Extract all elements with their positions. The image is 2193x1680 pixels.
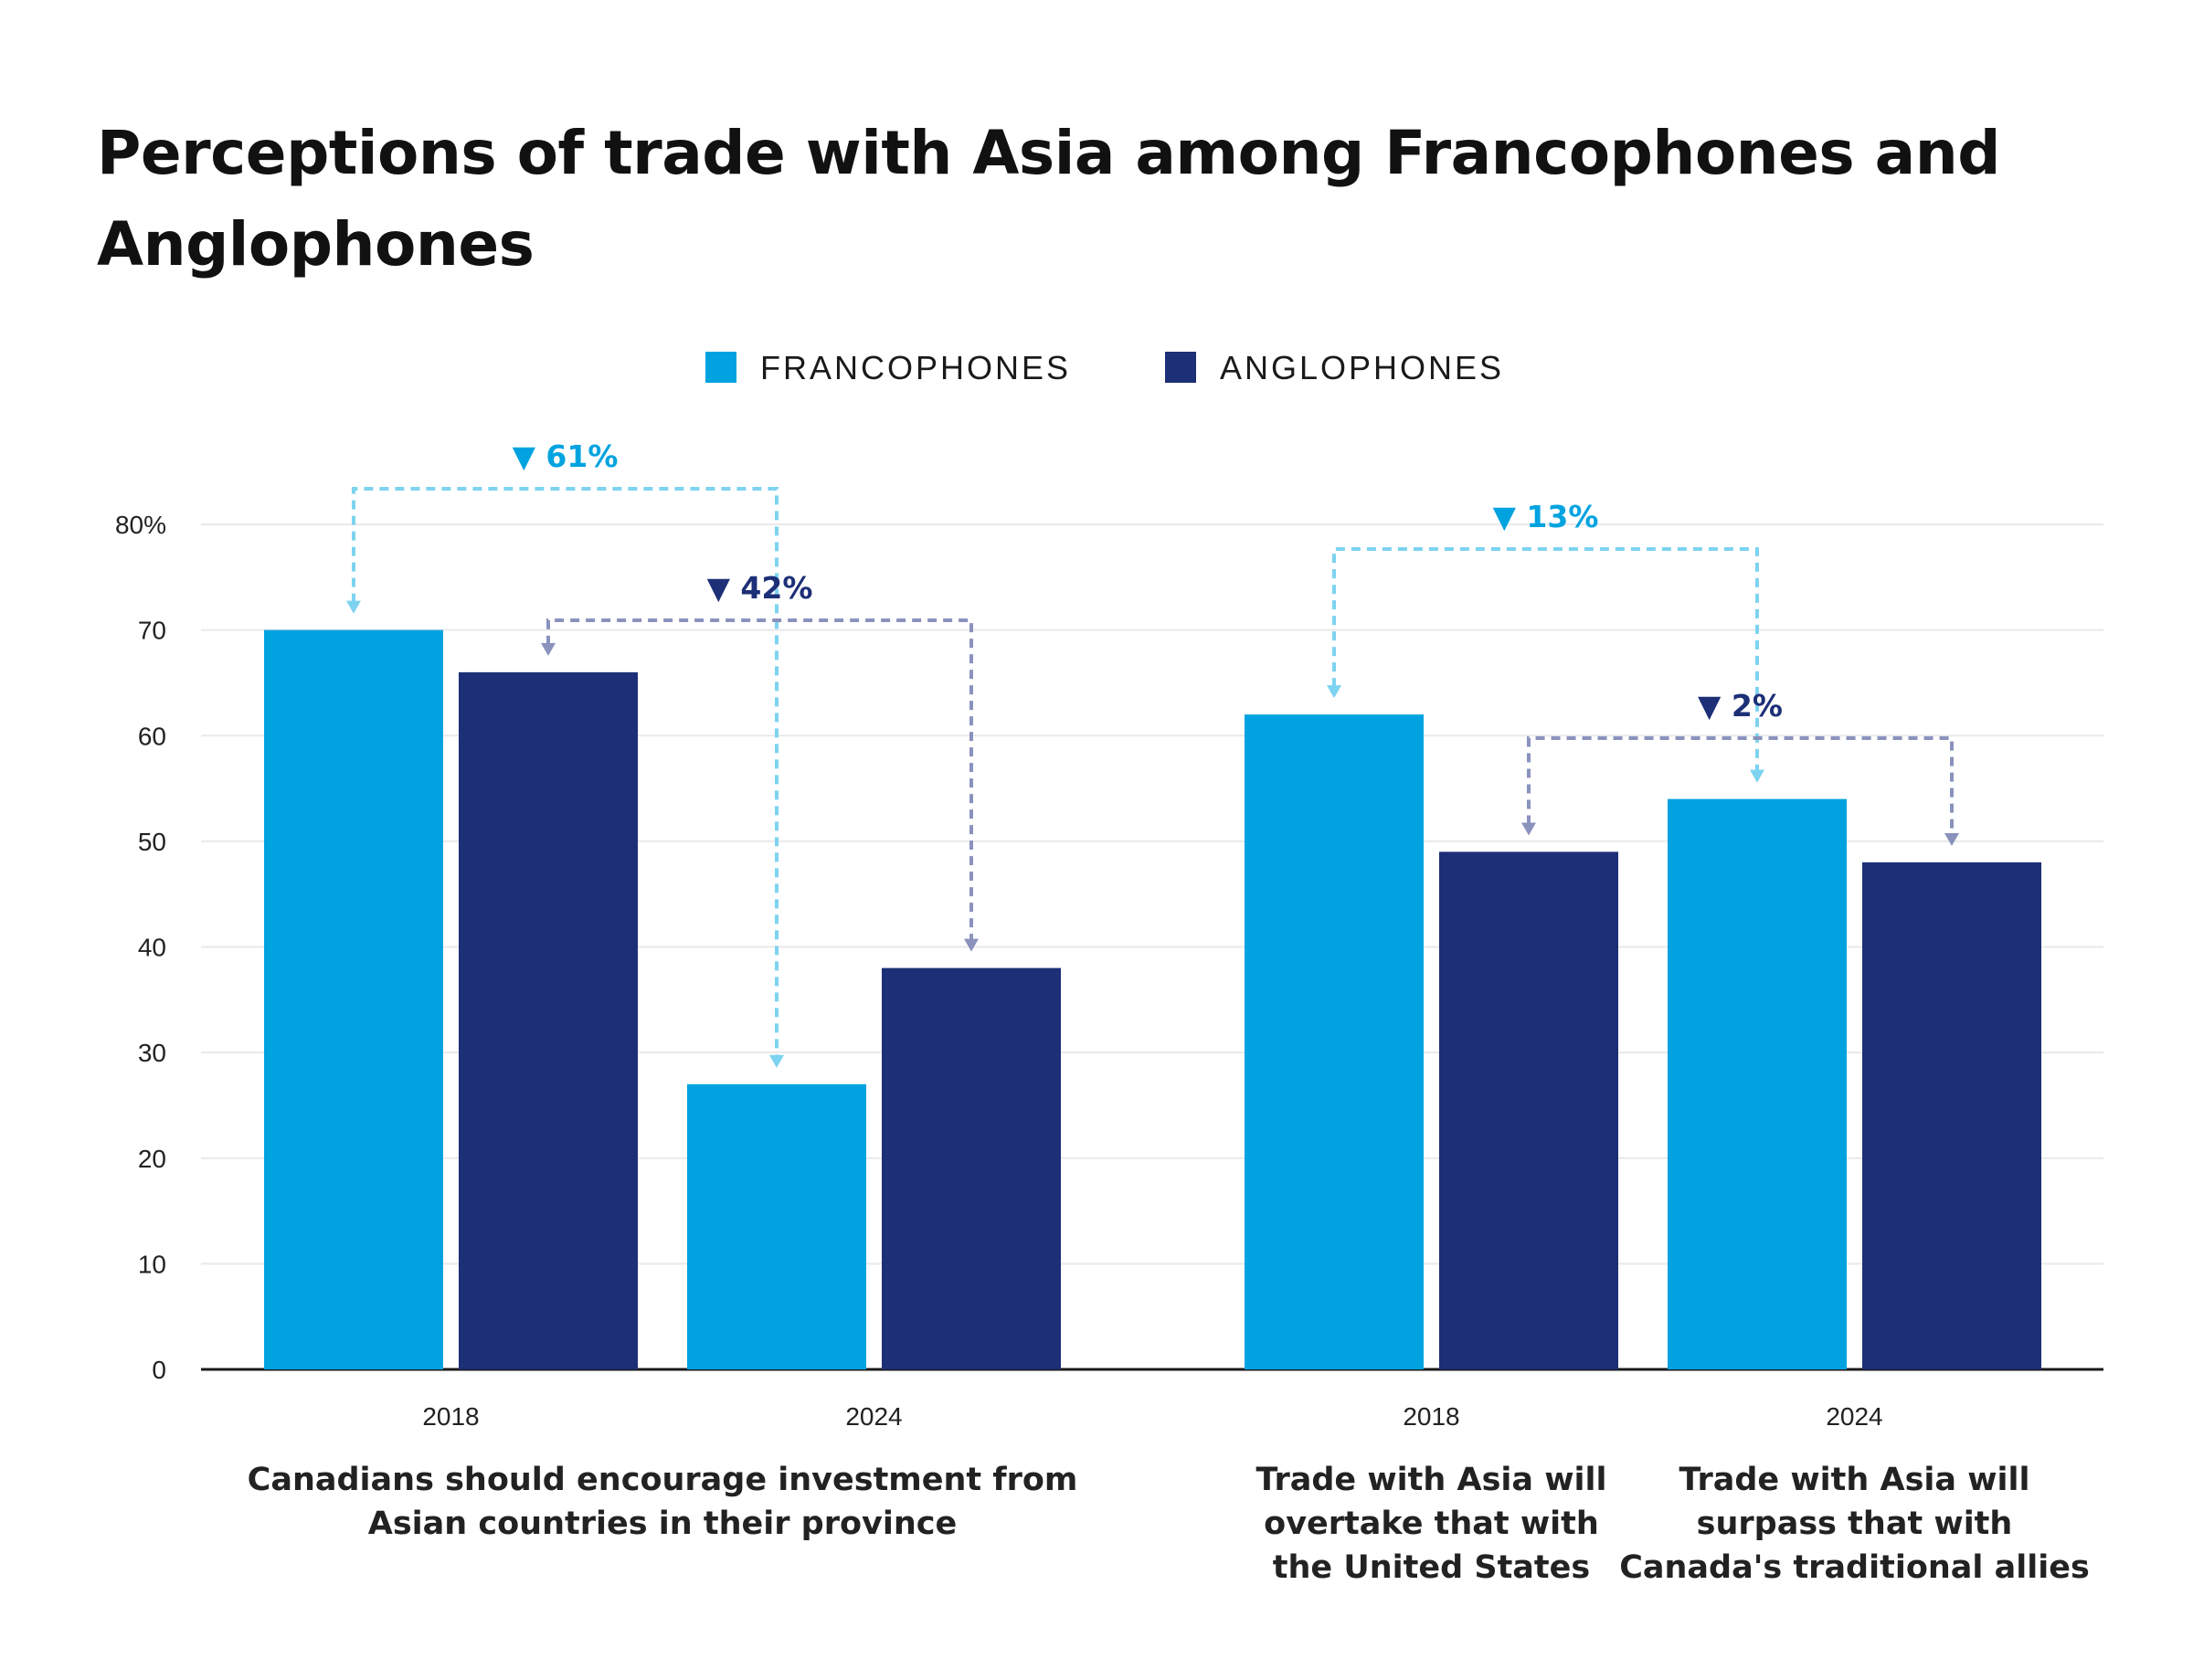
connector-arrowhead xyxy=(1327,685,1341,699)
group-label: Canadians should encourage investment fr… xyxy=(248,1462,1078,1498)
bar-anglophones-2024 xyxy=(882,967,1061,1369)
bar-francophones-2024 xyxy=(687,1083,866,1369)
group-label: the United States xyxy=(1273,1549,1590,1586)
connector-arrowhead xyxy=(541,642,556,656)
x-tick-label: 2018 xyxy=(422,1402,479,1431)
bar-francophones-2024 xyxy=(1668,798,1847,1369)
connector-arrowhead xyxy=(1750,769,1764,783)
connector-arrowhead xyxy=(1521,822,1536,836)
y-tick-label: 40 xyxy=(138,934,166,962)
change-label: ▼ 42% xyxy=(707,570,813,606)
y-tick-label: 0 xyxy=(152,1356,166,1384)
y-tick-label: 60 xyxy=(138,722,166,750)
bar-anglophones-2018 xyxy=(459,671,638,1369)
bar-anglophones-2018 xyxy=(1439,851,1618,1369)
group-label: Asian countries in their province xyxy=(368,1506,958,1542)
group-label: surpass that with xyxy=(1697,1506,2013,1542)
change-label: ▼ 13% xyxy=(1493,499,1599,534)
bar-anglophones-2024 xyxy=(1862,862,2041,1369)
connector-arrowhead xyxy=(964,938,979,952)
y-tick-label: 50 xyxy=(138,828,166,856)
legend-label-francophones: FRANCOPHONES xyxy=(760,349,1071,386)
connector-arrowhead xyxy=(769,1054,784,1068)
legend-swatch-francophones xyxy=(705,352,736,383)
y-tick-label: 10 xyxy=(138,1250,166,1278)
change-label: ▼ 61% xyxy=(513,438,619,474)
y-tick-label: 70 xyxy=(138,617,166,645)
chart-title: Perceptions of trade with Asia among Fra… xyxy=(97,118,2000,280)
x-tick-label: 2018 xyxy=(1403,1402,1459,1431)
bar-francophones-2018 xyxy=(1245,714,1424,1369)
group-label: Trade with Asia will xyxy=(1679,1462,2029,1498)
y-tick-label: 80% xyxy=(115,511,166,539)
connector-line xyxy=(546,618,973,941)
group-label: Canada's traditional allies xyxy=(1619,1549,2090,1586)
y-tick-label: 20 xyxy=(138,1145,166,1173)
x-tick-label: 2024 xyxy=(1826,1402,1882,1431)
group-label: overtake that with xyxy=(1264,1506,1599,1542)
group-label: Trade with Asia will xyxy=(1255,1462,1606,1498)
legend-swatch-anglophones xyxy=(1165,352,1196,383)
connector-line xyxy=(1527,736,1954,835)
connector-line xyxy=(1332,547,1759,772)
bar-francophones-2018 xyxy=(264,629,443,1369)
change-label: ▼ 2% xyxy=(1698,688,1783,724)
legend-label-anglophones: ANGLOPHONES xyxy=(1220,349,1504,386)
connector-arrowhead xyxy=(1944,833,1959,846)
connector-arrowhead xyxy=(346,600,361,614)
y-tick-label: 30 xyxy=(138,1039,166,1067)
x-tick-label: 2024 xyxy=(845,1402,902,1431)
